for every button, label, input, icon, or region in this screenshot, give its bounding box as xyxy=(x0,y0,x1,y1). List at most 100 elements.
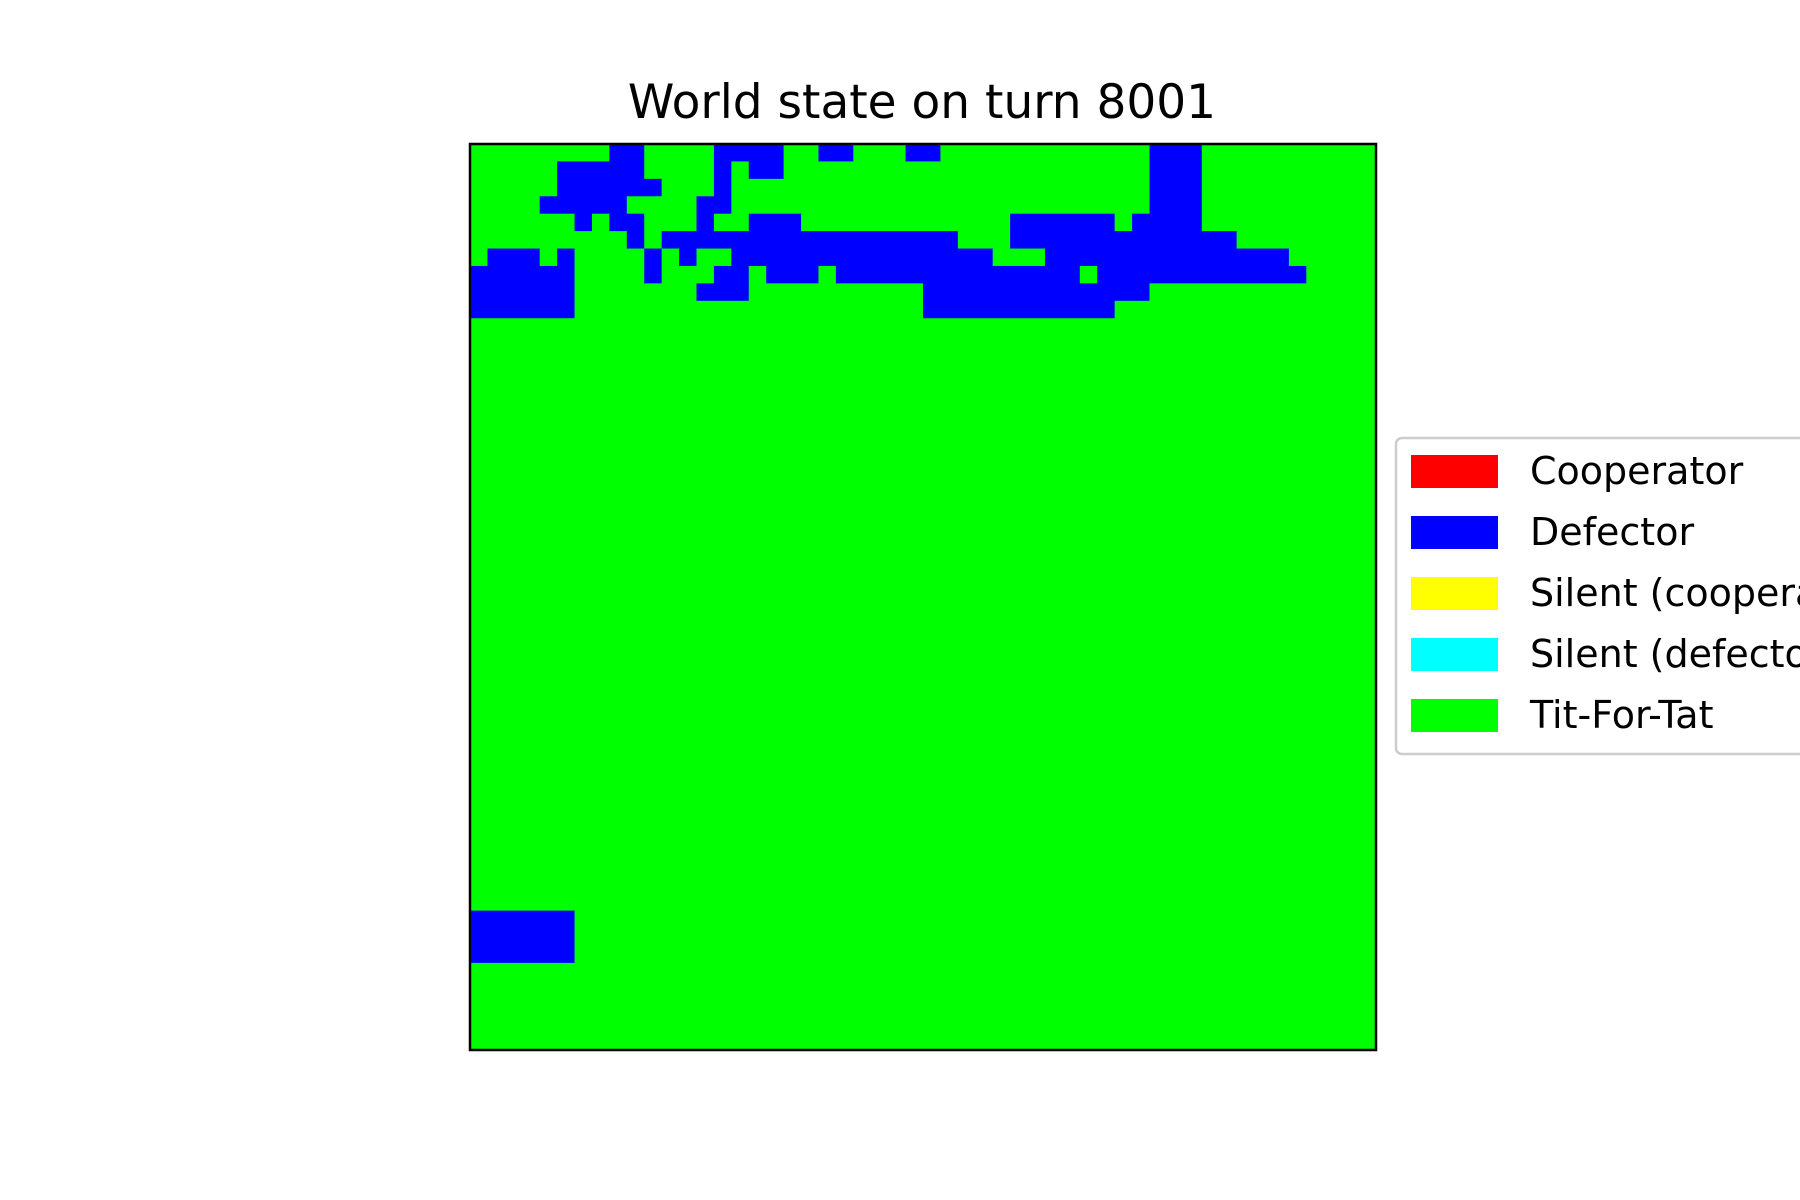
heatmap-cell-run xyxy=(574,928,1377,947)
heatmap-cell-run xyxy=(661,178,715,197)
heatmap-cell-run xyxy=(1114,300,1377,319)
heatmap-cell-run xyxy=(1288,248,1377,267)
heatmap-cell-run xyxy=(713,213,750,232)
heatmap-cell-run xyxy=(470,248,489,267)
heatmap-cell-run xyxy=(470,666,1377,685)
heatmap-cell-run xyxy=(487,248,541,267)
legend-label: Tit-For-Tat xyxy=(1529,693,1714,737)
heatmap-cell-run xyxy=(609,144,645,163)
heatmap-cell-run xyxy=(1236,231,1377,250)
legend-swatch xyxy=(1411,577,1498,610)
heatmap-cell-run xyxy=(748,213,802,232)
legend: Cooperator Defector Silent (cooperator) Sil… xyxy=(1394,436,1800,756)
heatmap-cell-run xyxy=(696,213,715,232)
heatmap-cell-run xyxy=(470,509,1377,528)
heatmap-cell-run xyxy=(731,248,994,267)
chart-title: World state on turn 8001 xyxy=(628,75,1216,130)
heatmap-cell-run xyxy=(783,144,820,163)
heatmap-cell-run xyxy=(470,161,558,180)
heatmap-cell-run xyxy=(470,823,1377,842)
heatmap-cell-run xyxy=(1201,178,1377,197)
heatmap-cell-run xyxy=(470,370,1377,389)
heatmap-cell-run xyxy=(905,144,942,163)
heatmap-cell-run xyxy=(470,631,1377,650)
heatmap-cell-run xyxy=(644,144,715,163)
heatmap-cell-run xyxy=(470,318,1377,337)
heatmap-cell-run xyxy=(1010,213,1116,232)
heatmap-cell-run xyxy=(835,265,1081,284)
heatmap-cell-run xyxy=(591,213,610,232)
heatmap-cell-run xyxy=(957,231,1011,250)
heatmap-cell-run xyxy=(574,300,924,319)
heatmap-cell-run xyxy=(626,196,698,215)
heatmap-cell-run xyxy=(1201,161,1377,180)
heatmap-cell-run xyxy=(470,335,1377,354)
heatmap-cell-run xyxy=(470,422,1377,441)
heatmap-cell-run xyxy=(470,771,1377,790)
plot-frame xyxy=(468,142,1378,1052)
heatmap-cell-run xyxy=(713,265,750,284)
heatmap-cell-run xyxy=(923,300,1116,319)
heatmap-cell-run xyxy=(470,144,610,163)
heatmap-cell-run xyxy=(1044,248,1290,267)
heatmap-cell-run xyxy=(1149,144,1203,163)
heatmap-cell-run xyxy=(470,265,576,284)
heatmap-cell-run xyxy=(470,753,1377,772)
heatmap-cell-run xyxy=(1306,265,1377,284)
heatmap-cell-run xyxy=(661,265,715,284)
legend-swatch xyxy=(1411,516,1498,549)
heatmap-cell-run xyxy=(696,196,732,215)
heatmap-cell-run xyxy=(574,945,1377,964)
heatmap-cell-run xyxy=(470,283,576,302)
heatmap-cell-run xyxy=(766,265,820,284)
heatmap-cell-run xyxy=(713,161,732,180)
heatmap-cell-run xyxy=(557,161,645,180)
heatmap-cell-run xyxy=(470,701,1377,720)
heatmap-cell-run xyxy=(470,614,1377,633)
heatmap-cell-run xyxy=(574,910,1377,929)
heatmap-cell-run xyxy=(923,283,1151,302)
heatmap-cell-run xyxy=(1149,283,1377,302)
heatmap-cell-run xyxy=(470,840,1377,859)
heatmap-cell-run xyxy=(539,196,628,215)
heatmap-cell-run xyxy=(470,1015,1377,1034)
legend-label: Silent (defector) xyxy=(1530,632,1800,676)
heatmap-cell-run xyxy=(470,457,1377,476)
heatmap-cell-run xyxy=(470,231,628,250)
heatmap-cell-run xyxy=(748,161,785,180)
heatmap xyxy=(470,144,1377,1051)
heatmap-cell-run xyxy=(1149,161,1203,180)
heatmap-cell-run xyxy=(1201,196,1377,215)
heatmap-cell-run xyxy=(644,248,663,267)
heatmap-cell-run xyxy=(557,178,663,197)
legend-label: Defector xyxy=(1530,510,1694,554)
heatmap-cell-run xyxy=(661,248,680,267)
heatmap-cell-run xyxy=(574,248,645,267)
heatmap-cell-run xyxy=(609,213,645,232)
heatmap-cell-run xyxy=(470,962,1377,981)
heatmap-cell-run xyxy=(470,213,576,232)
heatmap-cell-run xyxy=(1149,178,1203,197)
heatmap-cell-run xyxy=(661,231,959,250)
heatmap-cell-run xyxy=(1201,213,1377,232)
heatmap-cell-run xyxy=(470,579,1377,598)
heatmap-cell-run xyxy=(1201,144,1377,163)
heatmap-cell-run xyxy=(470,684,1377,703)
legend-label: Silent (cooperator) xyxy=(1530,571,1800,615)
legend-swatch xyxy=(1411,455,1498,488)
heatmap-cell-run xyxy=(470,858,1377,877)
heatmap-cell-run xyxy=(470,649,1377,668)
heatmap-cell-run xyxy=(679,248,698,267)
heatmap-cell-run xyxy=(470,736,1377,755)
legend-swatch xyxy=(1411,699,1498,732)
heatmap-cell-run xyxy=(557,248,576,267)
heatmap-cell-run xyxy=(818,265,837,284)
heatmap-cell-run xyxy=(539,248,558,267)
heatmap-cell-run xyxy=(644,231,663,250)
heatmap-cell-run xyxy=(470,492,1377,511)
heatmap-cell-run xyxy=(470,910,576,929)
heatmap-cell-run xyxy=(470,405,1377,424)
heatmap-cell-run xyxy=(470,597,1377,616)
legend-swatch xyxy=(1411,638,1498,671)
